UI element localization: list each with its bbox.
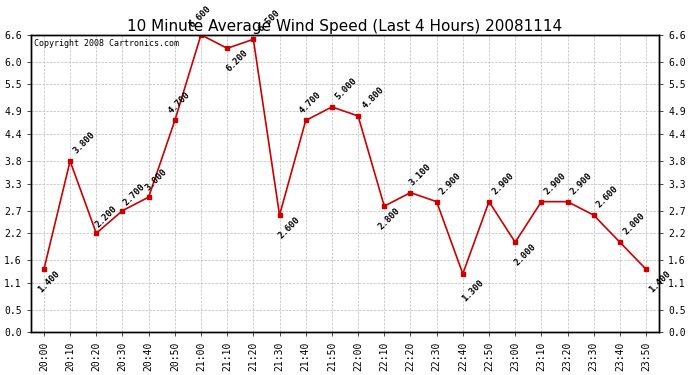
Text: Copyright 2008 Cartronics.com: Copyright 2008 Cartronics.com [34, 39, 179, 48]
Text: 2.600: 2.600 [277, 214, 302, 240]
Text: 1.400: 1.400 [36, 269, 61, 294]
Text: 3.800: 3.800 [71, 130, 97, 156]
Text: 2.800: 2.800 [377, 206, 402, 231]
Text: 4.800: 4.800 [361, 85, 386, 111]
Text: 2.000: 2.000 [513, 242, 538, 267]
Text: 2.900: 2.900 [491, 171, 515, 196]
Text: 2.900: 2.900 [542, 171, 568, 196]
Text: 3.100: 3.100 [408, 162, 433, 187]
Text: 6.600: 6.600 [188, 4, 213, 29]
Text: 2.200: 2.200 [94, 204, 119, 230]
Text: 6.200: 6.200 [224, 48, 250, 73]
Text: 5.000: 5.000 [333, 76, 359, 102]
Text: 1.300: 1.300 [460, 278, 486, 303]
Text: 2.000: 2.000 [621, 211, 647, 237]
Text: 4.700: 4.700 [167, 90, 193, 115]
Text: 4.700: 4.700 [298, 90, 323, 115]
Text: 6.500: 6.500 [256, 9, 282, 34]
Text: 1.400: 1.400 [647, 269, 673, 294]
Text: 2.600: 2.600 [595, 184, 620, 210]
Text: 3.000: 3.000 [144, 167, 169, 193]
Text: 2.900: 2.900 [569, 171, 594, 196]
Text: 2.900: 2.900 [438, 171, 463, 196]
Text: 2.700: 2.700 [121, 182, 146, 207]
Title: 10 Minute Average Wind Speed (Last 4 Hours) 20081114: 10 Minute Average Wind Speed (Last 4 Hou… [128, 19, 562, 34]
